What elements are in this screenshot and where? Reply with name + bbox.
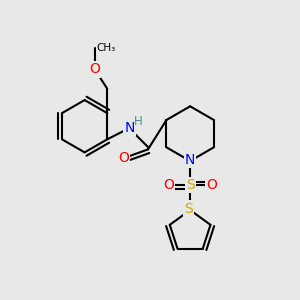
Text: H: H <box>134 115 143 128</box>
Text: O: O <box>206 178 217 192</box>
Text: O: O <box>163 178 174 192</box>
Text: N: N <box>185 152 195 167</box>
Text: CH₃: CH₃ <box>96 43 116 53</box>
Text: O: O <box>89 62 100 76</box>
Text: N: N <box>124 121 135 135</box>
Text: S: S <box>184 202 193 216</box>
Text: S: S <box>186 178 194 192</box>
Text: O: O <box>118 151 129 165</box>
